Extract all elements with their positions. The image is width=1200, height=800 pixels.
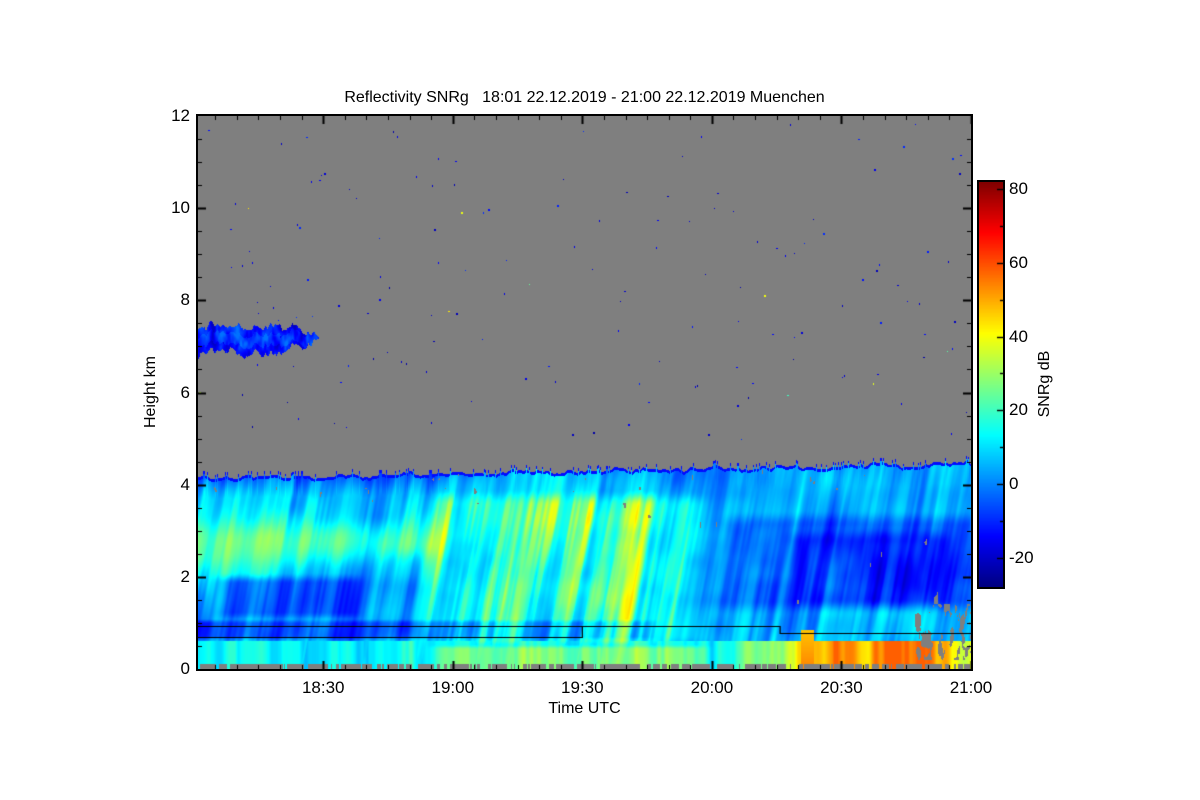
- colorbar-tick-label: 0: [1009, 473, 1019, 493]
- x-tick-label: 20:30: [820, 678, 863, 697]
- y-tick-label: 2: [180, 566, 190, 586]
- y-tick-label: 0: [180, 659, 190, 678]
- plot-area: [196, 114, 973, 671]
- colorbar-tick-label: -20: [1009, 547, 1034, 567]
- x-tick-label: 20:00: [690, 678, 734, 697]
- y-tick-label: 4: [180, 474, 190, 494]
- colorbar-tick-label: 60: [1009, 253, 1028, 272]
- colorbar-gradient-canvas: [979, 182, 1003, 587]
- y-tick-label: 12: [171, 106, 190, 125]
- colorbar: [977, 180, 1005, 589]
- x-axis-label: Time UTC: [548, 700, 621, 717]
- y-tick-label: 8: [180, 290, 190, 310]
- colorbar-tick-label: 40: [1009, 326, 1028, 346]
- reflectivity-heatmap-canvas: [198, 116, 971, 669]
- x-tick-label: 19:00: [431, 678, 475, 697]
- colorbar-tick-label: 20: [1009, 400, 1028, 420]
- x-tick-label: 18:30: [301, 678, 345, 697]
- colorbar-tick-label: 80: [1009, 179, 1028, 199]
- x-tick-label: 21:00: [949, 678, 993, 697]
- x-tick-label: 19:30: [561, 678, 604, 697]
- y-tick-label: 6: [180, 382, 190, 402]
- y-tick-label: 10: [171, 198, 190, 218]
- chart-title: Reflectivity SNRg 18:01 22.12.2019 - 21:…: [344, 89, 825, 106]
